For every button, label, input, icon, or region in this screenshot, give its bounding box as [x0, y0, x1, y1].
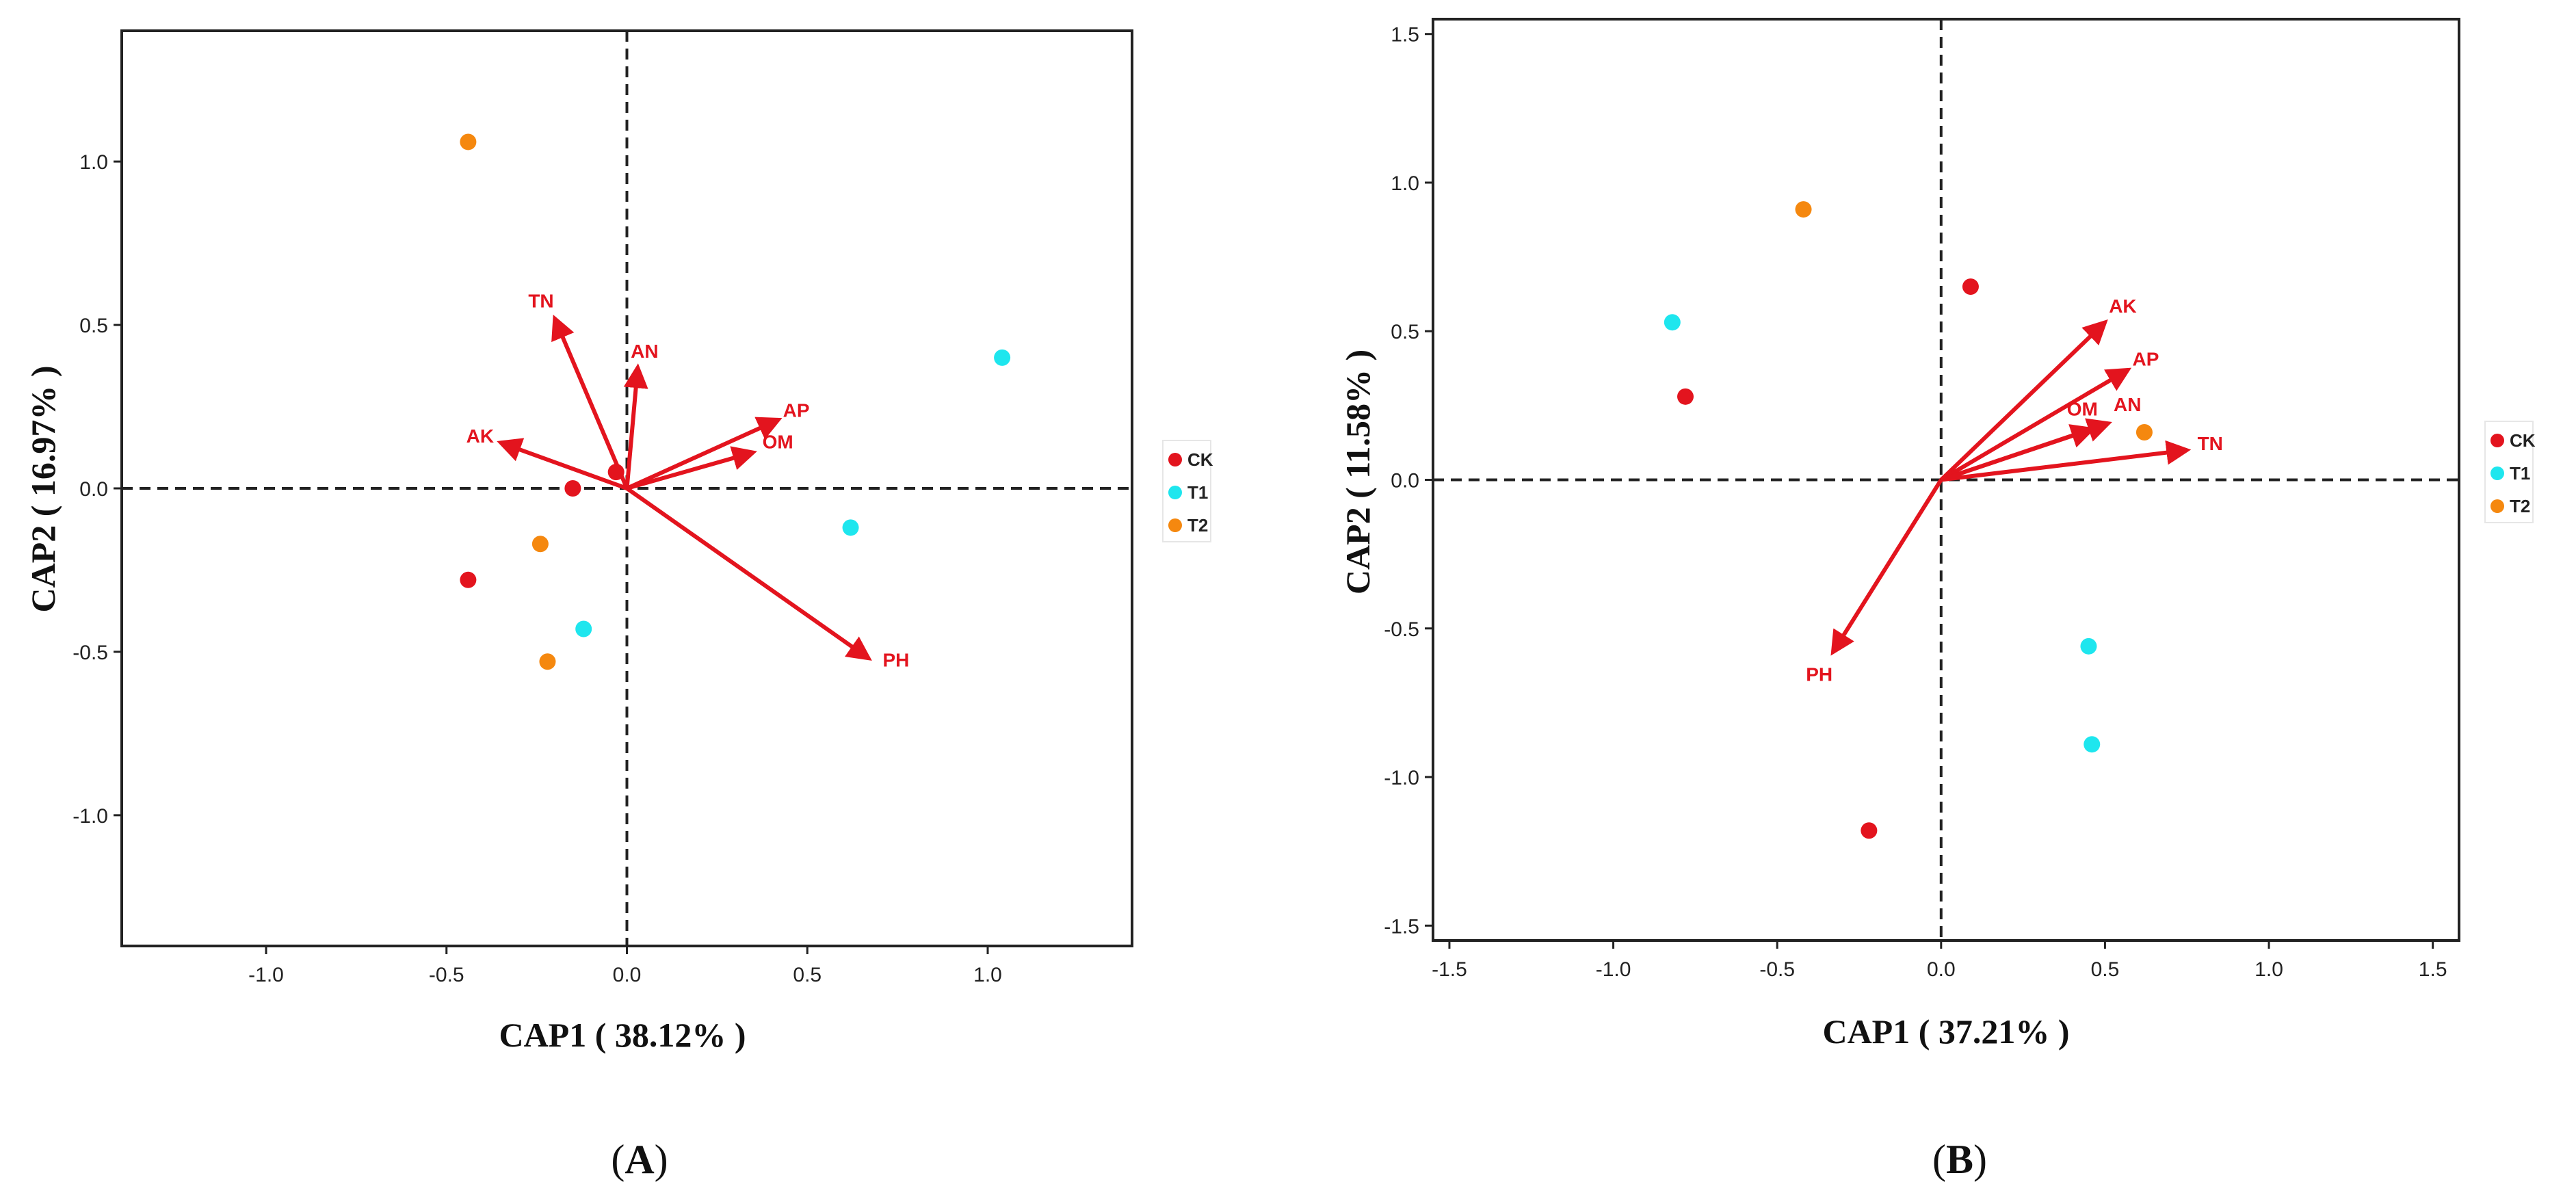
- panel-label: (B): [1932, 1137, 1987, 1182]
- y-tick-label: 1.5: [1391, 24, 1419, 47]
- legend-marker-ck: [2490, 434, 2504, 447]
- vector-arrow-tn: [1941, 440, 2192, 482]
- data-point-t2: [460, 133, 477, 150]
- y-tick-label: -1.5: [1384, 915, 1419, 938]
- vector-label-ph: PH: [882, 649, 909, 670]
- legend-marker-ck: [1168, 453, 1182, 466]
- vector-label-om: OM: [2067, 399, 2098, 420]
- legend-label-t2: T2: [2510, 496, 2530, 516]
- legend-label-t2: T2: [1187, 515, 1208, 536]
- y-tick-label: -1.0: [1384, 767, 1419, 789]
- x-tick-label: -1.0: [1596, 958, 1631, 981]
- vector-arrow-ph: [1830, 478, 1943, 656]
- vector-arrow-ap: [626, 417, 783, 490]
- panel-a: CAP1 ( 38.12% ) CAP2 ( 16.97% ) (A) -1.0…: [24, 29, 1213, 1182]
- x-axis-label: CAP1 ( 37.21% ): [1822, 1012, 2069, 1051]
- y-tick-label: 1.0: [1391, 172, 1419, 195]
- data-point-ck: [607, 464, 625, 481]
- vector-label-an: AN: [2114, 394, 2141, 415]
- vector-label-ak: AK: [466, 425, 494, 447]
- vector-label-ph: PH: [1806, 664, 1832, 685]
- legend: CK T1 T2: [1162, 440, 1213, 542]
- panel-b: CAP1 ( 37.21% ) CAP2 ( 11.58% ) (B) -1.5…: [1339, 18, 2536, 1182]
- legend-label-t1: T1: [1187, 482, 1208, 503]
- data-point-t1: [994, 349, 1011, 366]
- y-tick-label: 0.5: [1391, 321, 1419, 343]
- x-tick-label: -1.0: [248, 964, 284, 986]
- vector-arrow-ap: [1940, 367, 2132, 482]
- vector-label-tn: TN: [528, 291, 553, 312]
- legend-label-ck: CK: [1187, 449, 1213, 470]
- data-point-t1: [842, 519, 859, 536]
- x-tick-label: -0.5: [429, 964, 464, 986]
- y-tick-label: -1.0: [73, 805, 108, 828]
- vector-label-an: AN: [631, 341, 658, 362]
- legend-marker-t2: [2490, 499, 2504, 513]
- x-tick-label: 1.0: [973, 964, 1002, 986]
- data-point-t2: [531, 536, 549, 553]
- vector-label-om: OM: [763, 431, 793, 452]
- vector-arrow-an: [1940, 418, 2112, 482]
- vector-arrow-tn: [551, 314, 629, 490]
- data-point-t1: [2080, 637, 2097, 655]
- x-tick-label: 1.5: [2419, 958, 2447, 981]
- data-point-t1: [575, 620, 592, 637]
- x-tick-label: -0.5: [1759, 958, 1795, 981]
- x-tick-label: 0.5: [2091, 958, 2120, 981]
- panel-label: (A): [611, 1137, 668, 1182]
- x-tick-label: 1.0: [2255, 958, 2283, 981]
- legend-marker-t1: [2490, 466, 2504, 480]
- y-tick-label: 0.5: [79, 315, 108, 337]
- vector-arrow-ak: [497, 438, 628, 490]
- vector-label-ap: AP: [2133, 349, 2159, 370]
- y-tick-label: -0.5: [1384, 618, 1419, 641]
- vector-arrow-ph: [625, 486, 872, 661]
- data-point-t2: [539, 653, 556, 670]
- y-tick-label: -0.5: [73, 642, 108, 664]
- panel-letter: B: [1946, 1137, 1973, 1182]
- data-point-ck: [1861, 822, 1878, 839]
- legend: CK T1 T2: [2484, 421, 2536, 523]
- data-point-t1: [2084, 736, 2101, 753]
- y-tick-label: 0.0: [1391, 470, 1419, 492]
- data-point-ck: [460, 571, 477, 588]
- data-point-t2: [1795, 201, 1812, 218]
- data-point-t1: [1664, 314, 1681, 331]
- x-tick-label: -1.5: [1432, 958, 1467, 981]
- data-point-ck: [564, 480, 581, 497]
- vector-label-ap: AP: [783, 400, 810, 421]
- data-point-ck: [1962, 278, 1979, 295]
- y-axis-label: CAP2 ( 16.97% ): [24, 365, 62, 612]
- vector-label-tn: TN: [2198, 433, 2223, 454]
- y-tick-label: 0.0: [79, 478, 108, 501]
- y-tick-label: 1.0: [79, 151, 108, 174]
- vector-arrow-om: [626, 446, 757, 490]
- y-axis-label: CAP2 ( 11.58% ): [1339, 350, 1377, 594]
- legend-marker-t2: [1168, 518, 1182, 532]
- legend-label-ck: CK: [2510, 430, 2536, 451]
- vector-arrow-an: [623, 363, 648, 489]
- vector-label-ak: AK: [2109, 295, 2136, 317]
- data-point-ck: [1677, 388, 1694, 405]
- x-tick-label: 0.0: [613, 964, 642, 986]
- legend-label-t1: T1: [2510, 463, 2530, 484]
- data-point-t2: [2135, 423, 2153, 440]
- panel-letter: A: [625, 1137, 654, 1182]
- legend-marker-t1: [1168, 486, 1182, 499]
- x-tick-label: 0.5: [793, 964, 822, 986]
- x-tick-label: 0.0: [1927, 958, 1956, 981]
- vector-arrow-ak: [1939, 319, 2108, 482]
- x-axis-label: CAP1 ( 38.12% ): [499, 1016, 746, 1054]
